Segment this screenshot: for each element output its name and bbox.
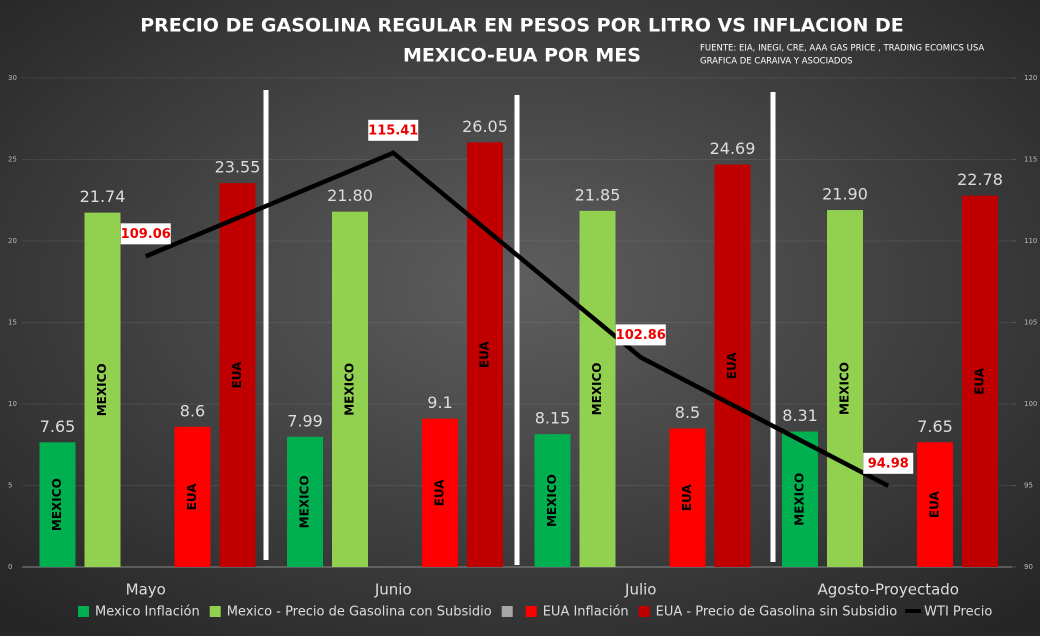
data-label: 21.85: [575, 185, 621, 204]
data-label: 7.65: [917, 417, 953, 436]
data-label: 7.65: [40, 417, 76, 436]
bar-text: MEXICO: [343, 363, 357, 416]
y-tick-label: 5: [8, 482, 12, 490]
bar-text: EUA: [185, 483, 199, 511]
bar-text: MEXICO: [590, 362, 604, 415]
legend-label: Mexico Inflación: [95, 605, 200, 620]
legend-swatch: [501, 606, 513, 617]
y2-tick-label: 90: [1024, 563, 1033, 571]
data-label: 94.98: [868, 456, 909, 471]
x-tick-label: Junio: [374, 581, 412, 599]
y-tick-label: 30: [8, 74, 17, 82]
bar-text: MEXICO: [298, 475, 312, 528]
y2-tick-label: 115: [1024, 156, 1037, 164]
legend-swatch: [638, 606, 650, 617]
bar: [467, 142, 503, 567]
data-label: 26.05: [462, 117, 508, 136]
data-label: 8.31: [782, 406, 818, 425]
data-label: 21.90: [822, 185, 868, 204]
y-tick-label: 10: [8, 400, 17, 408]
bar-text: MEXICO: [545, 474, 559, 527]
data-label: 102.86: [616, 328, 666, 343]
bar: [714, 164, 751, 568]
y2-tick-label: 110: [1024, 237, 1037, 245]
data-label: 8.6: [180, 401, 205, 420]
source-note: GRAFICA DE CARAIVA Y ASOCIADOS: [700, 57, 853, 67]
bar: [332, 211, 368, 567]
data-label: 24.69: [710, 139, 756, 158]
data-label: 115.41: [368, 123, 418, 138]
data-label: 8.5: [675, 403, 700, 422]
y2-tick-label: 105: [1024, 319, 1037, 327]
bar: [287, 436, 323, 567]
data-label: 23.55: [215, 158, 261, 177]
bar: [174, 426, 211, 567]
legend-label: Mexico - Precio de Gasolina con Subsidio: [227, 605, 492, 620]
label-box: [863, 452, 914, 474]
label-box: [368, 119, 419, 141]
bar: [579, 210, 616, 567]
y2-tick-label: 100: [1024, 400, 1037, 408]
bar: [422, 418, 458, 567]
data-label: 8.15: [535, 409, 571, 428]
bar-text: EUA: [928, 491, 942, 519]
legend-label: EUA Inflación: [543, 605, 629, 620]
bar: [39, 442, 76, 567]
bar: [84, 212, 121, 567]
label-box: [120, 223, 171, 245]
bar: [782, 431, 818, 567]
bar: [534, 434, 571, 567]
data-label: 21.80: [327, 186, 373, 205]
bar-text: EUA: [973, 367, 987, 395]
x-tick-label: Julio: [624, 581, 656, 599]
legend-swatch: [78, 606, 89, 617]
bar-text: EUA: [230, 361, 244, 389]
bar-text: EUA: [725, 352, 739, 380]
data-label: 21.74: [80, 187, 126, 206]
bar-text: EUA: [433, 479, 447, 507]
x-tick-label: Agosto-Proyectado: [818, 581, 959, 599]
y2-tick-label: 95: [1024, 482, 1033, 490]
bar: [219, 183, 256, 567]
bar-text: EUA: [680, 484, 694, 512]
bar-text: MEXICO: [95, 363, 109, 416]
bar-text: EUA: [478, 341, 492, 369]
legend-label: WTI Precio: [924, 605, 992, 620]
bar: [669, 428, 706, 567]
chart-title: PRECIO DE GASOLINA REGULAR EN PESOS POR …: [140, 15, 904, 37]
y-tick-label: 25: [8, 156, 17, 164]
data-label: 22.78: [957, 170, 1003, 189]
y-tick-label: 0: [8, 563, 12, 571]
line-series: [144, 150, 890, 488]
label-box: [615, 324, 666, 346]
data-label: 109.06: [121, 227, 171, 242]
bar-text: MEXICO: [793, 473, 807, 526]
bar-text: MEXICO: [838, 362, 852, 415]
legend-swatch: [525, 606, 537, 617]
data-label: 9.1: [427, 393, 452, 412]
bar: [917, 442, 953, 567]
y-tick-label: 15: [8, 319, 17, 327]
bar: [962, 195, 998, 567]
source-note: FUENTE: EIA, INEGI, CRE, AAA GAS PRICE ,…: [700, 44, 984, 54]
y-tick-label: 20: [8, 237, 17, 245]
y2-tick-label: 120: [1024, 74, 1037, 82]
data-label: 7.99: [287, 411, 323, 430]
legend-swatch: [209, 606, 221, 617]
chart-title: MEXICO-EUA POR MES: [403, 45, 641, 67]
bar: [827, 210, 863, 567]
x-tick-label: Mayo: [126, 581, 166, 599]
bar-text: MEXICO: [50, 478, 64, 531]
legend-label: EUA - Precio de Gasolina sin Subsidio: [656, 605, 898, 620]
